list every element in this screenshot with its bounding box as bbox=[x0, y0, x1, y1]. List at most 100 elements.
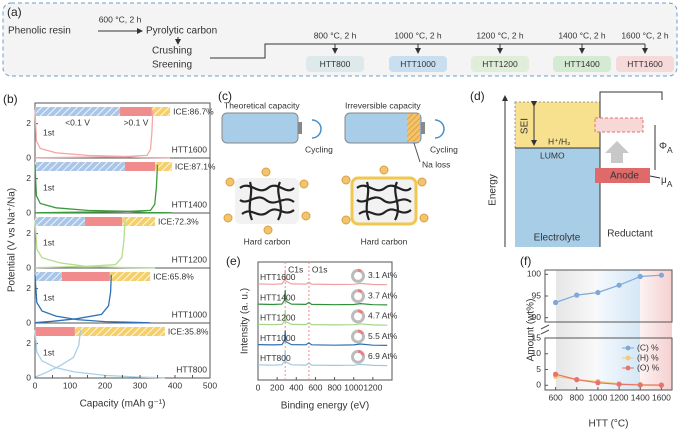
cycling-icon bbox=[311, 119, 322, 139]
cycling-icon bbox=[434, 119, 445, 139]
series-label: 1st bbox=[43, 292, 55, 302]
panel-label: (b) bbox=[3, 92, 18, 106]
sample-box bbox=[553, 56, 611, 72]
label: Anode bbox=[610, 171, 639, 182]
plot-frame bbox=[257, 261, 393, 381]
condition: 1600 °C, 2 h bbox=[621, 30, 669, 40]
sample-box bbox=[389, 56, 447, 72]
plot-frame bbox=[544, 337, 673, 391]
caption: Irreversible capacity bbox=[345, 100, 421, 110]
x-tick-label: 200 bbox=[98, 380, 112, 390]
x-tick-label: 0 bbox=[33, 380, 38, 390]
label: Electrolyte bbox=[534, 233, 581, 244]
sample-box bbox=[616, 56, 674, 72]
oxygen-arc bbox=[351, 268, 365, 283]
y-tick-label: 2 bbox=[26, 118, 31, 128]
y-tick-label: 0 bbox=[26, 207, 31, 217]
band bbox=[640, 270, 672, 390]
y-tick-label: 2 bbox=[26, 338, 31, 348]
legend-marker bbox=[625, 355, 631, 361]
curve bbox=[34, 329, 165, 379]
legend-label: (O) % bbox=[637, 362, 660, 372]
pointer bbox=[413, 142, 421, 163]
panel-d: (d) Energy SEI H⁺/H₂ LUMO Electrolyte An… bbox=[470, 89, 673, 247]
curve bbox=[34, 219, 156, 269]
reference-label: C1s bbox=[288, 264, 303, 274]
x-axis-title: Binding energy (eV) bbox=[281, 401, 369, 412]
sample: HTT1400 bbox=[564, 59, 600, 69]
y-axis-title: Potential (V vs Na⁺/Na) bbox=[7, 188, 18, 292]
point bbox=[595, 289, 601, 296]
curve bbox=[34, 164, 172, 214]
band bbox=[556, 270, 598, 390]
level bbox=[594, 117, 644, 133]
label: H⁺/H₂ bbox=[548, 136, 570, 146]
label: LUMO bbox=[540, 150, 565, 160]
x-tick-label: 800 bbox=[570, 392, 584, 402]
oxygen-label: 6.9 At% bbox=[368, 351, 398, 361]
condition: 1400 °C, 2 h bbox=[558, 30, 606, 40]
sample-label: HTT1000 bbox=[172, 309, 208, 319]
capacity-segment bbox=[122, 217, 156, 226]
capacity-segment bbox=[85, 217, 123, 226]
series-label: HTT1200 bbox=[260, 313, 296, 323]
sample: HTT1600 bbox=[627, 59, 663, 69]
legend-label: (H) % bbox=[637, 352, 659, 362]
process-step: Crushing bbox=[152, 46, 192, 57]
oxygen-label: 3.1 At% bbox=[368, 270, 398, 280]
anode-level bbox=[595, 168, 650, 183]
panel-c: (c) Theoretical capacity Irreversible ca… bbox=[218, 89, 458, 246]
shift-arrow bbox=[605, 141, 629, 163]
curve bbox=[34, 109, 154, 159]
point bbox=[552, 299, 559, 306]
segment-label: >0.1 V bbox=[124, 117, 149, 127]
curve bbox=[34, 164, 159, 214]
sodium-ions bbox=[223, 165, 429, 235]
x-tick-label: 100 bbox=[63, 380, 77, 390]
point bbox=[552, 371, 559, 377]
y-tick-label: 5 bbox=[536, 364, 541, 374]
capacity-segment bbox=[35, 107, 121, 116]
capacity-segment bbox=[35, 327, 75, 336]
condition: 1200 °C, 2 h bbox=[476, 30, 524, 40]
ring bbox=[351, 289, 365, 304]
capacity-segment bbox=[151, 107, 171, 116]
oxygen-arc bbox=[351, 349, 365, 364]
spectrum bbox=[257, 330, 388, 346]
y-tick-label: 90 bbox=[532, 312, 542, 322]
curve bbox=[34, 329, 82, 378]
point bbox=[574, 377, 580, 383]
series-label: 1st bbox=[43, 347, 55, 357]
sample-label: HTT1200 bbox=[172, 254, 208, 264]
x-tick-label: 600 bbox=[308, 382, 322, 392]
series-label: HTT1000 bbox=[260, 333, 296, 343]
intermediate: Pyrolytic carbon bbox=[146, 26, 217, 37]
curve bbox=[34, 274, 151, 324]
curve bbox=[34, 109, 171, 159]
capacity-segment bbox=[109, 272, 151, 281]
spectrum bbox=[257, 290, 388, 306]
sample-label: HTT1400 bbox=[172, 199, 208, 209]
x-tick-label: 800 bbox=[327, 382, 341, 392]
y-axis-title: Amount (wt%) bbox=[526, 299, 537, 362]
sample-label: HTT1600 bbox=[172, 144, 208, 154]
condition: 1000 °C, 2 h bbox=[394, 30, 442, 40]
x-tick-label: 1200 bbox=[363, 382, 382, 392]
sample: HTT800 bbox=[320, 59, 351, 69]
series-label: 1st bbox=[43, 182, 55, 192]
sample: HTT1000 bbox=[400, 59, 436, 69]
label: ΦA bbox=[659, 141, 673, 156]
x-tick-label: 1000 bbox=[344, 382, 363, 392]
carbon-layers bbox=[356, 181, 412, 221]
legend-marker bbox=[625, 365, 631, 371]
panel-label: (a) bbox=[7, 5, 22, 19]
x-tick-label: 1200 bbox=[610, 392, 629, 402]
subscript: A bbox=[667, 179, 673, 189]
y-tick-label: 2 bbox=[26, 283, 31, 293]
ice-label: ICE:72.3% bbox=[158, 216, 199, 226]
x-axis-title: HTT (°C) bbox=[589, 419, 629, 430]
caption: Na loss bbox=[422, 159, 450, 169]
irreversible-part bbox=[407, 114, 420, 142]
sample-box bbox=[471, 56, 529, 72]
